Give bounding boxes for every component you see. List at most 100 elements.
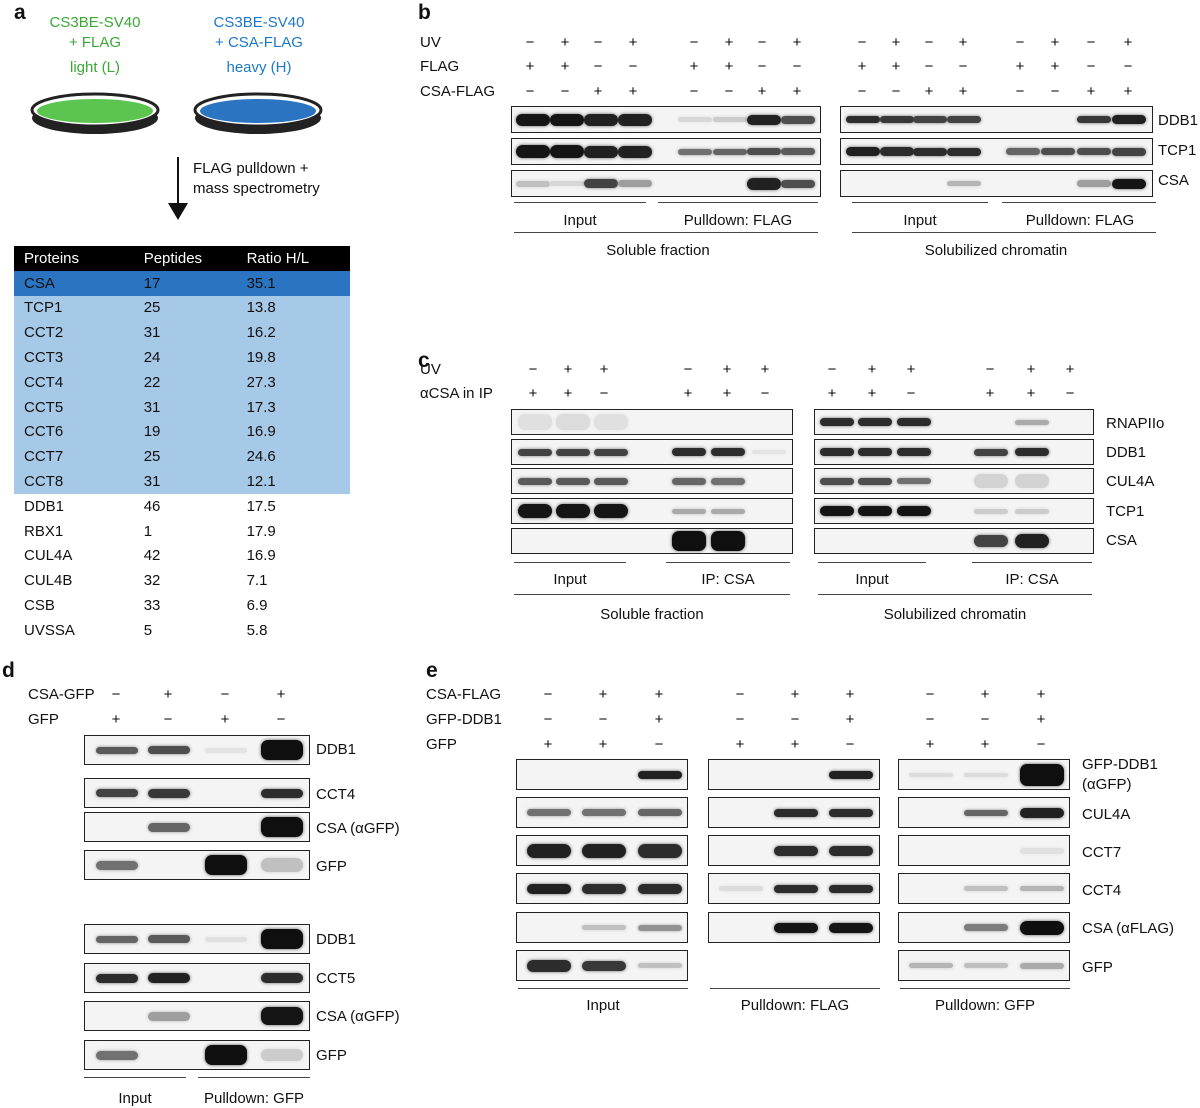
blot-band <box>148 935 190 943</box>
c-lane-symbol: + <box>722 361 732 378</box>
d-group-input: Input <box>118 1090 152 1107</box>
c-blot-label-cul4a: CUL4A <box>1106 473 1155 490</box>
c-lane-symbol: − <box>827 361 837 378</box>
c-ip-rule-2 <box>972 562 1092 563</box>
cell-ratio: 16.2 <box>236 320 350 346</box>
b-lane-symbol: + <box>593 83 603 100</box>
c-blot-label-tcp1: TCP1 <box>1106 503 1145 520</box>
c-lane-symbol: + <box>722 385 732 402</box>
c-blot-strip <box>511 468 793 494</box>
cell-protein: CCT4 <box>14 369 134 395</box>
blot-band <box>527 883 571 894</box>
table-row: CUL4B 32 7.1 <box>14 568 350 593</box>
blot-band <box>638 963 682 968</box>
e-lane-symbol: + <box>845 711 855 728</box>
d-blot-label-ddb1-1: DDB1 <box>316 741 357 758</box>
e-lane-symbol: − <box>925 711 935 728</box>
blot-band <box>1112 115 1146 124</box>
blot-band <box>678 148 712 155</box>
heavy-condition-line-1: CS3BE-SV40 <box>213 14 305 31</box>
heavy-condition-line-2: + CSA-FLAG <box>215 34 303 51</box>
cell-ratio: 17.3 <box>236 394 350 420</box>
blot-band <box>1006 148 1040 155</box>
e-lane-symbol: + <box>925 736 935 753</box>
blot-band <box>713 117 747 122</box>
e-pulldown-flag-rule <box>710 988 880 989</box>
b-lane-symbol: + <box>525 58 535 75</box>
blot-band <box>261 929 303 949</box>
blot-band <box>781 115 815 124</box>
blot-band <box>947 116 981 123</box>
c-blot-strip <box>814 409 1094 435</box>
blot-band <box>947 147 981 156</box>
b-lane-symbol: + <box>724 34 734 51</box>
cell-peptides: 31 <box>133 320 237 346</box>
b-fraction-chromatin: Solubilized chromatin <box>924 242 1068 259</box>
c-lane-symbol: − <box>528 361 538 378</box>
blot-band <box>148 788 190 798</box>
blot-band <box>897 418 931 426</box>
c-lane-symbol: + <box>563 361 573 378</box>
cell-ratio: 12.1 <box>236 469 350 494</box>
blot-band <box>594 448 628 456</box>
d-blot-strip <box>84 850 310 880</box>
b-input-rule-1 <box>514 202 646 203</box>
table-row: CUL4A 42 16.9 <box>14 544 350 569</box>
b-condition-label: CSA-FLAG <box>420 83 496 100</box>
blot-band <box>964 963 1008 968</box>
d-blot-label-cct5: CCT5 <box>316 970 356 987</box>
e-blot-strip <box>708 759 880 790</box>
e-lane-symbol: + <box>845 686 855 703</box>
c-lane-symbol: + <box>985 385 995 402</box>
panel-c-label: c <box>418 349 430 372</box>
e-lane-symbol: − <box>790 711 800 728</box>
c-lane-symbol: + <box>1026 361 1036 378</box>
b-fraction-rule-1 <box>514 232 818 233</box>
b-blot-strip <box>511 106 821 133</box>
table-row: CSB 33 6.9 <box>14 593 350 618</box>
blot-band <box>713 148 747 155</box>
c-lane-symbol: + <box>1065 361 1075 378</box>
b-lane-symbol: − <box>857 83 867 100</box>
c-condition-label: UV <box>420 361 441 378</box>
blot-band <box>96 935 138 943</box>
e-lane-symbol: − <box>1036 736 1046 753</box>
b-lane-symbol: + <box>792 34 802 51</box>
blot-band <box>261 1049 303 1061</box>
cell-protein: CCT3 <box>14 345 134 370</box>
blot-band <box>964 886 1008 891</box>
cell-ratio: 6.9 <box>246 597 268 615</box>
b-lane-symbol: + <box>1123 83 1133 100</box>
e-blot-strip <box>516 873 688 904</box>
b-blot-strip <box>840 138 1153 165</box>
e-lane-symbol: + <box>735 736 745 753</box>
e-lane-symbol: + <box>980 686 990 703</box>
e-blot-strip <box>516 835 688 866</box>
c-input-rule-1 <box>514 562 626 563</box>
panel-d-label: d <box>2 659 15 682</box>
blot-band <box>1020 807 1064 818</box>
blot-band <box>594 414 628 430</box>
down-arrow-icon <box>168 157 188 220</box>
c-blot-label-rnapiio: RNAPIIo <box>1106 415 1165 432</box>
blot-band <box>672 448 706 456</box>
blot-band <box>618 180 652 187</box>
b-blot-strip <box>840 106 1153 133</box>
cell-peptides: 31 <box>133 394 237 420</box>
d-lane-symbol: + <box>163 686 173 703</box>
blot-band <box>964 772 1008 777</box>
b-lane-symbol: − <box>628 58 638 75</box>
e-lane-symbol: + <box>598 686 608 703</box>
c-blot-strip <box>511 498 793 524</box>
e-blot-label-csa: CSA (αFLAG) <box>1082 920 1175 937</box>
d-blot-strip <box>84 1040 310 1070</box>
e-input-rule <box>518 988 688 989</box>
blot-band <box>550 113 584 126</box>
d-blot-label-ddb1-2: DDB1 <box>316 931 357 948</box>
table-row: CCT3 24 19.8 <box>14 345 350 370</box>
blot-band <box>516 180 550 187</box>
blot-band <box>261 973 303 983</box>
blot-band <box>829 845 873 856</box>
d-condition-label: CSA-GFP <box>28 686 95 703</box>
blot-band <box>618 113 652 126</box>
